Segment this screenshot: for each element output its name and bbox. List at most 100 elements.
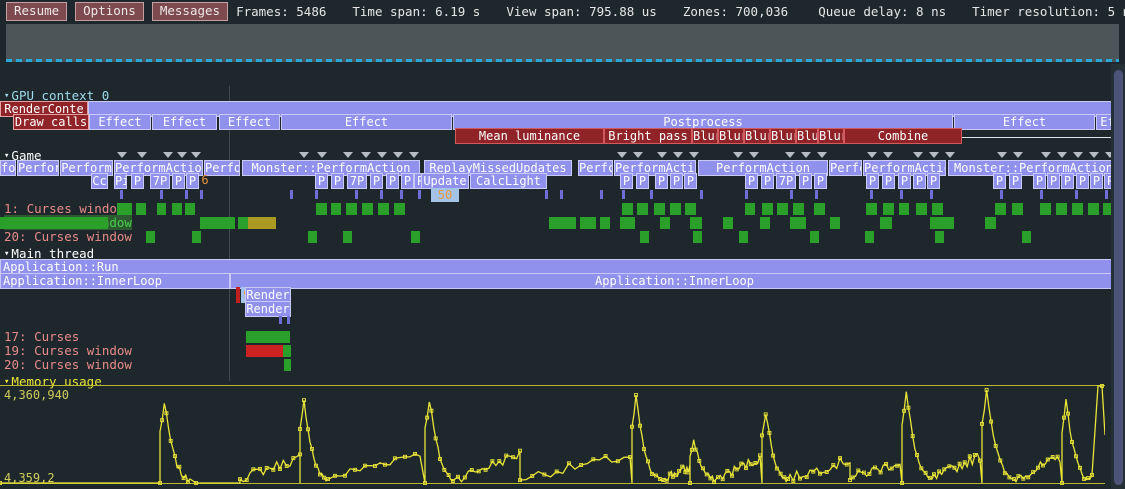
main-lock-label-17[interactable]: 17: Curses bbox=[4, 329, 80, 344]
game-lock-1-bar-20[interactable] bbox=[814, 203, 825, 215]
zone-application-innerloop-left[interactable]: Application::InnerLoop bbox=[0, 273, 230, 289]
main-lock-19-bar-1[interactable] bbox=[278, 345, 283, 357]
zone-draw-calls[interactable]: Draw calls bbox=[13, 114, 89, 130]
game-subzone-1[interactable]: Pi bbox=[114, 173, 127, 189]
game-subzone-9[interactable]: 7P bbox=[347, 173, 367, 189]
game-lock-19-bar-1[interactable] bbox=[200, 217, 235, 229]
game-lock-1-bar-27[interactable] bbox=[1012, 203, 1023, 215]
game-lock-19-bar-12[interactable] bbox=[790, 217, 806, 229]
main-lock-19-bar-2[interactable] bbox=[283, 345, 291, 357]
game-lock-1-bar-7[interactable] bbox=[346, 203, 357, 215]
game-subzone-32[interactable]: P bbox=[1009, 173, 1022, 189]
zone-effect-3[interactable]: Effect bbox=[219, 114, 280, 130]
memory-plot[interactable]: 4,360,940 4,359,2 bbox=[0, 383, 1119, 489]
game-lock-label-20[interactable]: 20: Curses window bbox=[4, 229, 132, 244]
game-lock-1-bar-23[interactable] bbox=[899, 203, 909, 215]
game-lock-19-bar-14[interactable] bbox=[880, 217, 892, 229]
game-subzone-6[interactable]: 6 bbox=[201, 173, 209, 187]
main-lock-19-bar-0[interactable] bbox=[246, 345, 278, 357]
game-lock-19-bar-13[interactable] bbox=[830, 217, 840, 229]
game-lock-20-bar-7[interactable] bbox=[739, 231, 748, 243]
game-subzone-8[interactable]: P bbox=[331, 173, 344, 189]
game-lock-20-bar-0[interactable] bbox=[146, 231, 155, 243]
game-subzone-24[interactable]: P bbox=[799, 173, 812, 189]
game-subzone-26[interactable]: P bbox=[866, 173, 879, 189]
game-subzone-11[interactable]: P bbox=[386, 173, 399, 189]
game-subzone-3[interactable]: 7P bbox=[150, 173, 170, 189]
game-lock-19-bar-16[interactable] bbox=[985, 217, 996, 229]
game-subzone-4[interactable]: P bbox=[172, 173, 185, 189]
game-lock-1-bar-5[interactable] bbox=[316, 203, 327, 215]
game-lock-1-bar-21[interactable] bbox=[866, 203, 877, 215]
game-zone-10[interactable]: Perfc bbox=[829, 160, 862, 176]
main-lock-label-20[interactable]: 20: Curses window bbox=[4, 357, 132, 372]
game-subzone-5[interactable]: P bbox=[186, 173, 199, 189]
game-lock-1-bar-11[interactable] bbox=[622, 203, 633, 215]
game-lock-1-bar-24[interactable] bbox=[916, 203, 927, 215]
game-lock-1-bar-31[interactable] bbox=[1088, 203, 1099, 215]
game-lock-1-bar-4[interactable] bbox=[185, 203, 195, 215]
game-lock-1-bar-28[interactable] bbox=[1040, 203, 1051, 215]
game-lock-1-bar-0[interactable] bbox=[117, 203, 132, 215]
game-subzone-20[interactable]: P bbox=[684, 173, 697, 189]
game-subzone-2[interactable]: P bbox=[131, 173, 144, 189]
zone-effect-4[interactable]: Effect bbox=[281, 114, 452, 130]
zone-blur-5[interactable]: Blu bbox=[796, 128, 818, 144]
game-lock-1-bar-14[interactable] bbox=[670, 203, 681, 215]
game-lock-19-bar-2[interactable] bbox=[238, 217, 248, 229]
game-lock-1-bar-17[interactable] bbox=[762, 203, 773, 215]
game-lock-1-bar-26[interactable] bbox=[995, 203, 1006, 215]
game-lock-1-bar-16[interactable] bbox=[745, 203, 755, 215]
game-lock-1-bar-9[interactable] bbox=[378, 203, 389, 215]
game-lock-20-bar-5[interactable] bbox=[640, 231, 649, 243]
game-subzone-7[interactable]: P bbox=[315, 173, 328, 189]
game-lock-label-1[interactable]: 1: Curses window bbox=[4, 201, 125, 216]
zone-effect-1[interactable]: Effect bbox=[89, 114, 151, 130]
zone-application-innerloop-right[interactable]: Application::InnerLoop bbox=[230, 273, 1119, 289]
game-lock-19-bar-11[interactable] bbox=[760, 217, 770, 229]
game-lock-1-bar-30[interactable] bbox=[1072, 203, 1083, 215]
game-subzone-34[interactable]: P bbox=[1047, 173, 1060, 189]
options-button[interactable]: Options bbox=[75, 1, 144, 21]
game-subzone-30[interactable]: P bbox=[927, 173, 940, 189]
game-zone-2[interactable]: Perform bbox=[60, 160, 113, 176]
game-lock-19-bar-9[interactable] bbox=[690, 217, 702, 229]
game-subzone-31[interactable]: P bbox=[993, 173, 1006, 189]
group-header-gpu[interactable]: ▾ GPU context 0 bbox=[4, 88, 109, 103]
zone-effect-2[interactable]: Effect bbox=[152, 114, 217, 130]
game-zone-1[interactable]: Perforr bbox=[17, 160, 59, 176]
game-lock-1-bar-6[interactable] bbox=[331, 203, 341, 215]
game-subzone-15[interactable]: CalcLight bbox=[470, 173, 547, 189]
game-lock-19-bar-6[interactable] bbox=[600, 217, 610, 229]
game-subzone-18[interactable]: P bbox=[655, 173, 668, 189]
game-lock-1-bar-10[interactable] bbox=[394, 203, 405, 215]
game-lock-19-bar-3[interactable] bbox=[248, 217, 276, 229]
game-lock-19-bar-5[interactable] bbox=[580, 217, 596, 229]
game-lock-1-bar-29[interactable] bbox=[1056, 203, 1067, 215]
game-lock-19-bar-8[interactable] bbox=[660, 217, 670, 229]
game-lock-19-bar-7[interactable] bbox=[620, 217, 635, 229]
zone-combine[interactable]: Combine bbox=[844, 128, 962, 144]
game-zone-12[interactable]: Monster::PerformAction bbox=[948, 160, 1119, 176]
game-lock-20-bar-8[interactable] bbox=[810, 231, 819, 243]
game-lock-1-bar-2[interactable] bbox=[157, 203, 166, 215]
game-subzone-10[interactable]: P bbox=[370, 173, 383, 189]
game-subzone-28[interactable]: P bbox=[898, 173, 911, 189]
game-subzone-25[interactable]: P bbox=[814, 173, 827, 189]
main-lock-label-19[interactable]: 19: Curses window bbox=[4, 343, 132, 358]
zone-blur-6[interactable]: Blur bbox=[818, 128, 844, 144]
game-subzone-29[interactable]: P bbox=[913, 173, 926, 189]
game-subzone-37[interactable]: P bbox=[1090, 173, 1103, 189]
game-lock-1-bar-18[interactable] bbox=[777, 203, 788, 215]
game-subzone-17[interactable]: P bbox=[636, 173, 649, 189]
vertical-scrollbar[interactable] bbox=[1111, 64, 1125, 489]
game-subzone-36[interactable]: P bbox=[1076, 173, 1089, 189]
game-lock-1-bar-25[interactable] bbox=[932, 203, 943, 215]
game-lock-1-bar-15[interactable] bbox=[685, 203, 696, 215]
game-lock-20-bar-3[interactable] bbox=[343, 231, 352, 243]
badge-50[interactable]: 50 bbox=[431, 188, 459, 202]
game-lock-19-bar-4[interactable] bbox=[549, 217, 576, 229]
zone-effect-5[interactable]: Effect bbox=[954, 114, 1095, 130]
zone-render-1[interactable]: Render bbox=[245, 287, 291, 303]
game-lock-1-bar-8[interactable] bbox=[362, 203, 373, 215]
